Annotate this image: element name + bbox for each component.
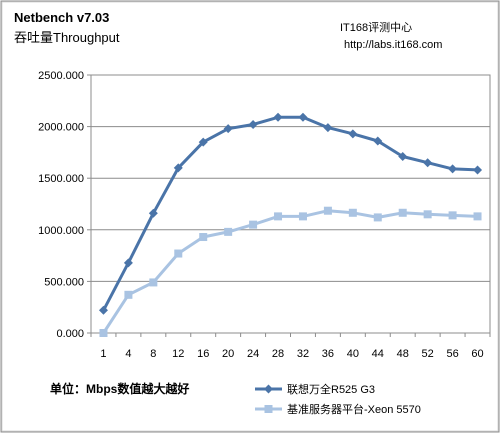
x-tick-label: 1 <box>100 348 106 360</box>
data-series <box>98 112 483 337</box>
x-tick-label: 20 <box>222 348 234 360</box>
chart-subtitle: 吞吐量Throughput <box>14 30 120 45</box>
plot-area <box>90 74 491 334</box>
data-point-square <box>149 278 158 287</box>
data-point-square <box>224 227 233 236</box>
x-tick-label: 4 <box>125 348 131 360</box>
data-point-square <box>199 233 208 242</box>
x-tick-label: 56 <box>446 348 458 360</box>
y-tick-label: 500.000 <box>44 276 84 288</box>
legend-diamond-icon <box>264 384 273 394</box>
legend-label-series-2: 基准服务器平台-Xeon 5570 <box>287 402 421 416</box>
data-point-diamond <box>173 163 183 173</box>
data-point-square <box>373 213 382 222</box>
x-tick-label: 8 <box>150 348 156 360</box>
data-point-square <box>124 290 133 299</box>
x-tick-label: 36 <box>322 348 334 360</box>
x-tick-label: 44 <box>372 348 384 360</box>
series-line <box>102 209 478 334</box>
legend: 联想万全R525 G3 基准服务器平台-Xeon 5570 <box>255 382 421 416</box>
x-tick-label: 60 <box>471 348 483 360</box>
series-2 <box>99 206 482 337</box>
data-point-diamond <box>448 164 458 174</box>
legend-square-icon <box>264 405 273 413</box>
gridlines <box>91 126 490 282</box>
data-point-square <box>473 212 482 221</box>
data-point-diamond <box>123 258 133 268</box>
data-point-square <box>423 210 432 219</box>
x-tick-label: 28 <box>272 348 284 360</box>
y-tick-label: 2500.000 <box>38 70 84 82</box>
x-tick-label: 24 <box>247 348 259 360</box>
x-tick-label: 12 <box>172 348 184 360</box>
data-point-diamond <box>298 112 308 122</box>
data-point-square <box>323 206 332 215</box>
data-point-diamond <box>223 124 233 134</box>
x-tick-label: 32 <box>297 348 309 360</box>
chart-title: Netbench v7.03 <box>14 10 109 25</box>
source-name: IT168评测中心 <box>340 21 412 34</box>
data-point-diamond <box>398 152 408 162</box>
data-point-diamond <box>198 137 208 147</box>
data-point-diamond <box>473 165 483 175</box>
x-tick-label: 40 <box>347 348 359 360</box>
data-point-square <box>99 329 108 337</box>
series-1 <box>98 112 483 315</box>
x-tick-label: 48 <box>397 348 409 360</box>
data-point-diamond <box>373 136 383 146</box>
data-point-square <box>298 212 307 221</box>
data-point-square <box>448 211 457 220</box>
source-url: http://labs.it168.com <box>344 39 442 51</box>
data-point-square <box>398 208 407 217</box>
data-point-diamond <box>148 208 158 218</box>
y-tick-label: 0.000 <box>56 328 84 340</box>
unit-note: 单位：Mbps数值越大越好 <box>50 381 189 396</box>
data-point-diamond <box>323 123 333 133</box>
y-axis-ticks: 0.000 500.000 1000.000 1500.000 2000.000 2500… <box>38 70 91 340</box>
series-line <box>102 115 478 311</box>
legend-label-series-1: 联想万全R525 G3 <box>287 382 375 396</box>
x-axis-ticks: 1 4 8 12 16 20 24 28 32 36 40 44 48 52 56 60 <box>90 333 491 360</box>
y-tick-label: 1000.000 <box>38 225 84 237</box>
x-tick-label: 52 <box>422 348 434 360</box>
data-point-diamond <box>423 158 433 168</box>
x-tick-label: 16 <box>197 348 209 360</box>
data-point-diamond <box>273 112 283 122</box>
y-tick-label: 2000.000 <box>38 122 84 134</box>
data-point-square <box>348 208 357 217</box>
data-point-diamond <box>248 120 258 130</box>
data-point-diamond <box>348 129 358 139</box>
data-point-diamond <box>98 305 108 315</box>
data-point-square <box>174 249 183 258</box>
data-point-square <box>249 220 258 229</box>
data-point-square <box>274 212 283 221</box>
y-tick-label: 1500.000 <box>38 173 84 185</box>
